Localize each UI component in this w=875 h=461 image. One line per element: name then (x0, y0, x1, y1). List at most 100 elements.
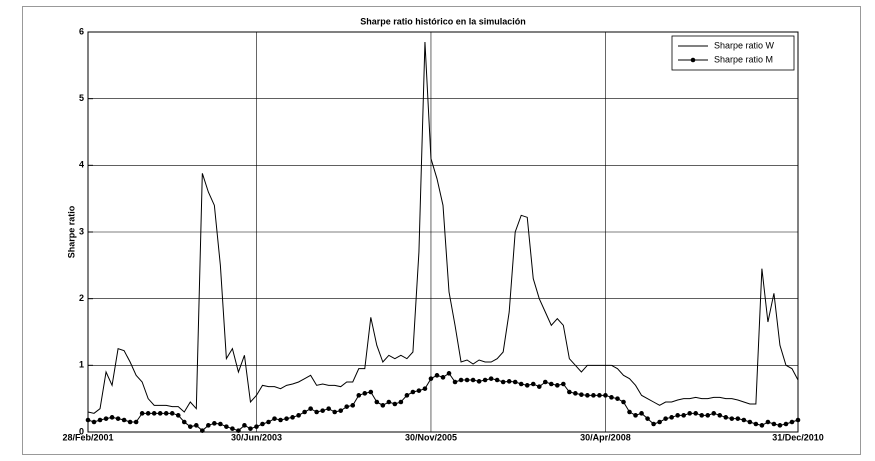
point (103, 416, 109, 421)
point (314, 409, 319, 415)
point (524, 383, 530, 388)
point (795, 417, 801, 423)
y-tick-label: 0 (79, 426, 84, 436)
point (452, 379, 458, 385)
point (380, 403, 386, 408)
point (549, 381, 554, 387)
point (332, 409, 337, 415)
point (530, 381, 536, 387)
axes-box (87, 31, 799, 433)
point (206, 423, 211, 428)
point (657, 419, 662, 425)
point (121, 417, 127, 423)
point (615, 396, 620, 401)
point (428, 376, 434, 381)
chart-title: Sharpe ratio histórico en la simulación (360, 16, 526, 26)
line-series (87, 41, 799, 414)
point (374, 399, 380, 405)
point (482, 377, 488, 383)
point (542, 379, 548, 385)
point (729, 416, 735, 421)
x-tick-label: 31/Dec/2010 (772, 432, 824, 442)
point (603, 393, 608, 398)
point (753, 421, 759, 427)
y-tick-label: 1 (79, 360, 84, 370)
point (272, 416, 277, 421)
x-tick-label: 30/Jun/2003 (231, 432, 282, 442)
y-axis-label: Sharpe ratio (66, 205, 76, 258)
point (296, 413, 301, 418)
legend-label: Sharpe ratio W (714, 40, 775, 50)
legend-marker (690, 57, 696, 63)
point (284, 416, 289, 421)
point (392, 401, 398, 407)
point (597, 393, 602, 398)
point (368, 389, 374, 395)
point (151, 411, 157, 416)
y-tick-label: 3 (79, 226, 84, 236)
point (777, 423, 783, 428)
point (356, 393, 362, 398)
point (362, 391, 368, 396)
point (254, 424, 259, 429)
point (621, 399, 626, 405)
point (506, 379, 512, 384)
point (422, 386, 428, 391)
point (248, 426, 253, 431)
point (633, 413, 638, 418)
point (693, 411, 699, 416)
x-tick-label: 30/Nov/2005 (405, 432, 457, 442)
point (290, 415, 295, 420)
point (512, 379, 518, 385)
point (97, 417, 103, 423)
point (705, 413, 711, 418)
point (344, 404, 350, 409)
point (224, 424, 229, 429)
point (320, 408, 325, 413)
point (236, 428, 241, 433)
point (308, 406, 313, 411)
point (717, 413, 723, 418)
y-tick-label: 6 (79, 26, 84, 36)
point (687, 411, 692, 416)
point (200, 428, 205, 433)
x-tick-label: 30/Apr/2008 (580, 432, 631, 442)
point (410, 389, 416, 395)
point (446, 371, 452, 376)
point (735, 416, 741, 421)
legend-label: Sharpe ratio M (714, 54, 773, 64)
point (747, 419, 753, 425)
y-tick-label: 4 (79, 160, 84, 170)
y-tick-label: 2 (79, 293, 84, 303)
point (278, 417, 283, 423)
point (266, 419, 271, 425)
point (127, 419, 133, 425)
point (187, 424, 193, 429)
point (404, 393, 410, 398)
point (741, 417, 747, 423)
point (163, 411, 169, 416)
point (194, 423, 199, 428)
point (699, 413, 705, 418)
point (169, 411, 175, 416)
point (675, 413, 680, 418)
point (218, 421, 223, 427)
point (500, 379, 506, 385)
point (669, 415, 674, 420)
point (85, 417, 91, 423)
point (434, 373, 440, 378)
point (145, 411, 151, 416)
point (386, 399, 392, 405)
point (350, 403, 356, 408)
point (585, 393, 590, 398)
point (536, 384, 542, 389)
point (723, 415, 729, 420)
point (398, 399, 404, 405)
point (212, 421, 217, 426)
point (91, 419, 97, 425)
point (157, 411, 163, 416)
point (651, 421, 656, 427)
point (476, 379, 482, 384)
point (175, 413, 181, 418)
